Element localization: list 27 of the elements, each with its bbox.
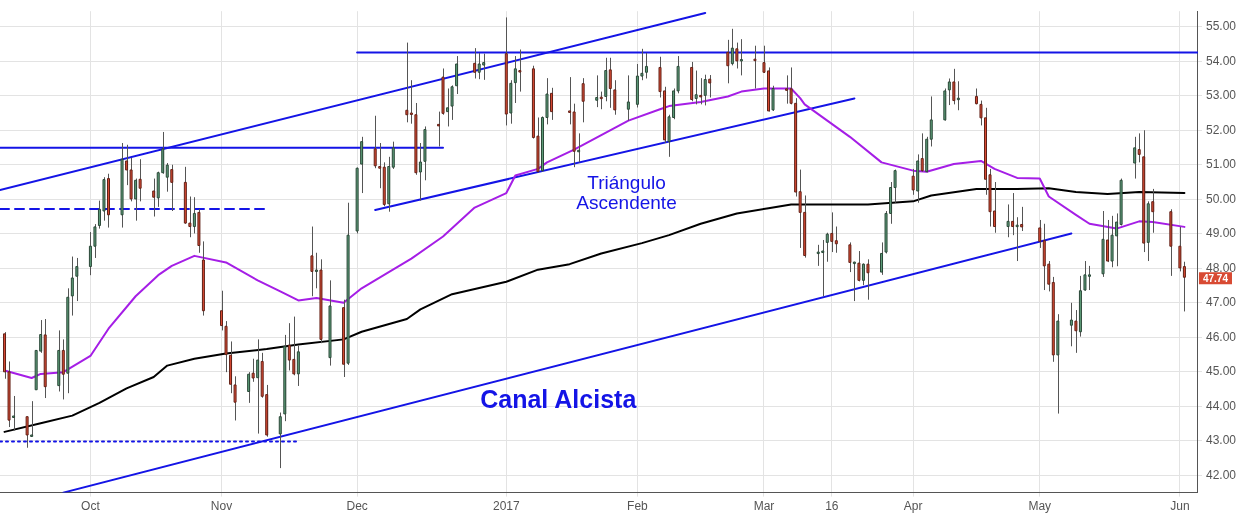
x-tick-label: Oct — [81, 499, 101, 514]
annotation: 47.74 — [1202, 272, 1229, 284]
annotation: Triángulo Ascendente — [576, 172, 677, 214]
y-tick-label: 54.00 — [1205, 53, 1237, 68]
y-tick-label: 42.00 — [1205, 467, 1237, 482]
x-tick-label: 2017 — [492, 499, 520, 514]
x-tick-label: Mar — [753, 499, 775, 514]
x-tick-label: Jun — [1170, 499, 1190, 514]
y-tick-label: 48.00 — [1205, 260, 1237, 275]
x-tick-label: Nov — [210, 499, 233, 514]
x-tick-label: Dec — [346, 499, 368, 514]
y-tick-label: 51.00 — [1205, 157, 1237, 172]
y-tick-label: 45.00 — [1205, 364, 1237, 379]
y-tick-label: 53.00 — [1205, 88, 1237, 103]
x-tick-label: Feb — [627, 499, 649, 514]
y-tick-label: 47.00 — [1205, 295, 1237, 310]
x-tick-label: Apr — [903, 499, 923, 514]
annotation: Canal Alcista — [480, 385, 638, 414]
y-tick-label: 43.00 — [1205, 433, 1237, 448]
y-tick-label: 49.00 — [1205, 226, 1237, 241]
y-tick-label: 46.00 — [1205, 329, 1237, 344]
y-tick-label: 52.00 — [1205, 122, 1237, 137]
y-tick-label: 44.00 — [1205, 398, 1237, 413]
x-tick-label: 16 — [825, 499, 839, 514]
y-tick-label: 55.00 — [1205, 19, 1237, 34]
y-tick-label: 50.00 — [1205, 191, 1237, 206]
x-tick-label: May — [1028, 499, 1052, 514]
